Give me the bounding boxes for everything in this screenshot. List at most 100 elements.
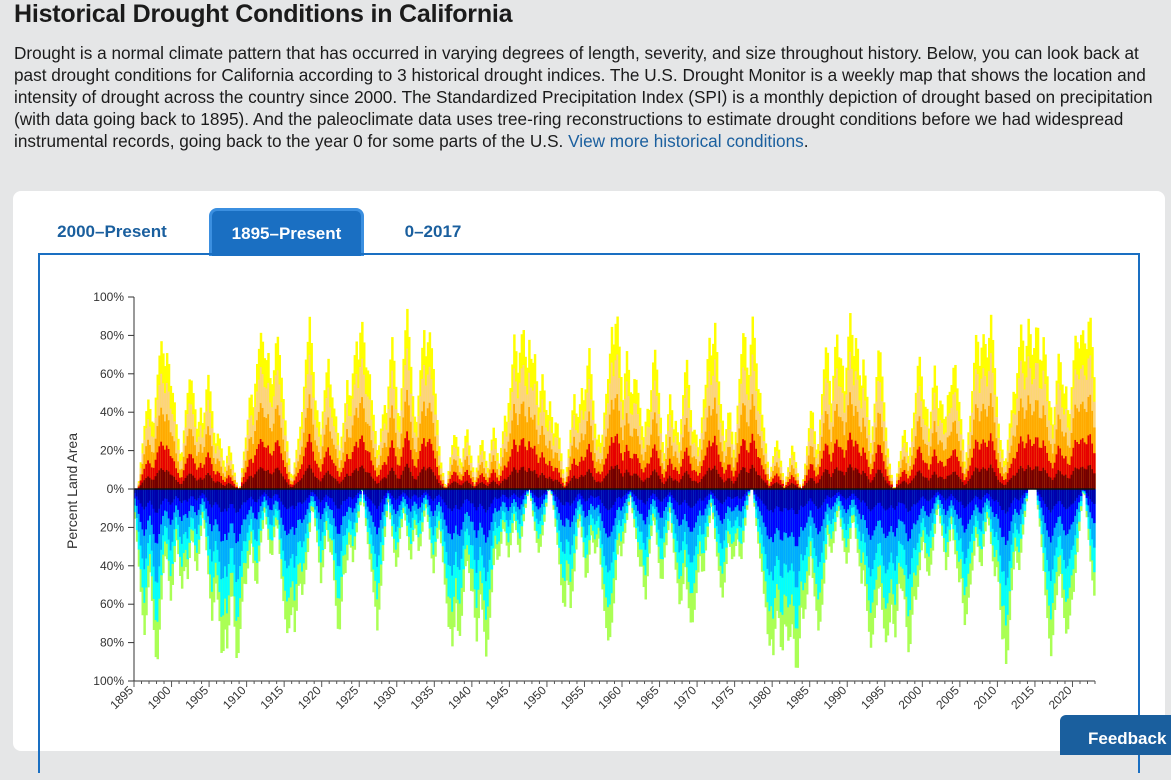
wet-bar bbox=[1072, 489, 1075, 522]
dry-bar bbox=[524, 446, 527, 489]
dry-bar bbox=[376, 483, 379, 489]
dry-bar bbox=[205, 475, 208, 489]
dry-bar bbox=[1079, 467, 1083, 489]
dry-bar bbox=[759, 475, 762, 489]
wet-bar bbox=[845, 489, 848, 500]
wet-bar bbox=[790, 489, 794, 508]
wet-bar bbox=[826, 489, 830, 496]
wet-bar bbox=[256, 489, 259, 520]
wet-bar bbox=[730, 489, 734, 512]
wet-bar bbox=[334, 489, 338, 527]
wet-bar bbox=[792, 489, 796, 510]
dry-bar bbox=[464, 471, 467, 489]
wet-bar bbox=[929, 489, 933, 500]
dry-bar bbox=[794, 480, 798, 489]
dry-bar bbox=[796, 483, 800, 489]
dry-bar bbox=[753, 467, 756, 489]
wet-bar bbox=[1016, 489, 1019, 513]
wet-bar bbox=[492, 489, 495, 514]
dry-bar bbox=[1014, 458, 1017, 489]
wet-bar bbox=[819, 489, 822, 508]
dry-bar bbox=[327, 447, 330, 489]
tab-2000-present[interactable]: 2000–Present bbox=[57, 222, 167, 241]
wet-bar bbox=[462, 489, 465, 504]
dry-bar bbox=[209, 457, 212, 489]
dry-bar bbox=[732, 476, 736, 489]
wet-bar bbox=[411, 489, 415, 506]
dry-bar bbox=[254, 455, 257, 489]
view-more-historical-link[interactable]: View more historical conditions bbox=[568, 131, 804, 151]
dry-bar bbox=[973, 471, 976, 489]
dry-bar bbox=[400, 456, 404, 489]
wet-bar bbox=[1010, 489, 1014, 504]
dry-bar bbox=[194, 463, 197, 489]
dry-bar bbox=[404, 466, 407, 489]
dry-bar bbox=[162, 445, 165, 489]
wet-bar bbox=[712, 489, 715, 499]
dry-bar bbox=[396, 464, 400, 489]
dry-bar bbox=[374, 470, 377, 489]
wet-bar bbox=[590, 489, 593, 504]
wet-bar bbox=[515, 489, 518, 495]
dry-bar bbox=[920, 452, 923, 489]
wet-bar bbox=[451, 489, 454, 540]
wet-bar bbox=[796, 489, 800, 547]
dry-bar bbox=[984, 442, 987, 489]
dry-bar bbox=[667, 478, 670, 489]
dry-bar bbox=[449, 478, 452, 489]
wet-bar bbox=[851, 489, 854, 500]
wet-bar bbox=[1019, 489, 1023, 498]
dry-bar bbox=[349, 475, 353, 489]
dry-bar bbox=[1006, 473, 1010, 489]
dry-bar bbox=[147, 476, 150, 489]
dry-bar bbox=[203, 464, 206, 489]
dry-bar bbox=[903, 480, 907, 489]
dry-bar bbox=[329, 474, 332, 489]
wet-bar bbox=[755, 489, 758, 501]
wet-bar bbox=[439, 489, 443, 507]
wet-bar bbox=[539, 489, 542, 498]
drought-chart: 100%80%60%40%20%0%20%40%60%80%100%1895 19… bbox=[64, 290, 1096, 712]
wet-bar bbox=[839, 489, 843, 502]
wet-bar bbox=[1008, 489, 1012, 531]
wet-bar bbox=[387, 489, 390, 491]
dry-bar bbox=[210, 478, 214, 489]
wet-bar bbox=[700, 489, 704, 501]
dry-bar bbox=[661, 482, 664, 489]
dry-bar bbox=[785, 487, 788, 489]
dry-bar bbox=[663, 483, 666, 489]
dry-bar bbox=[1044, 470, 1047, 489]
dry-bar bbox=[282, 460, 285, 489]
wet-bar bbox=[469, 489, 473, 522]
dry-bar bbox=[212, 471, 216, 489]
tab-1895-present[interactable]: 1895–Present bbox=[209, 208, 364, 256]
wet-bar bbox=[167, 489, 171, 519]
dry-bar bbox=[209, 475, 212, 489]
dry-bar bbox=[785, 484, 788, 489]
dry-bar bbox=[349, 459, 353, 489]
dry-bar bbox=[1076, 442, 1079, 489]
wet-bar bbox=[267, 489, 270, 506]
wet-bar bbox=[661, 489, 664, 518]
wet-bar bbox=[332, 489, 336, 519]
wet-bar bbox=[501, 489, 505, 495]
wet-bar bbox=[454, 489, 458, 526]
wet-bar bbox=[556, 489, 559, 507]
wet-bar bbox=[950, 489, 953, 494]
wet-bar bbox=[346, 489, 349, 499]
wet-bar bbox=[586, 489, 589, 501]
wet-bar bbox=[1070, 489, 1074, 525]
dry-bar bbox=[682, 475, 685, 489]
dry-bar bbox=[289, 486, 293, 489]
tab-0-2017[interactable]: 0–2017 bbox=[404, 222, 462, 241]
dry-bar bbox=[152, 479, 156, 489]
wet-bar bbox=[265, 489, 268, 501]
wet-bar bbox=[481, 489, 484, 506]
wet-bar bbox=[620, 489, 623, 511]
wet-bar bbox=[790, 489, 794, 533]
wet-bar bbox=[614, 489, 617, 502]
wet-bar bbox=[1055, 489, 1059, 504]
dry-bar bbox=[543, 457, 546, 489]
wet-bar bbox=[194, 489, 197, 500]
wet-bar bbox=[834, 489, 837, 495]
